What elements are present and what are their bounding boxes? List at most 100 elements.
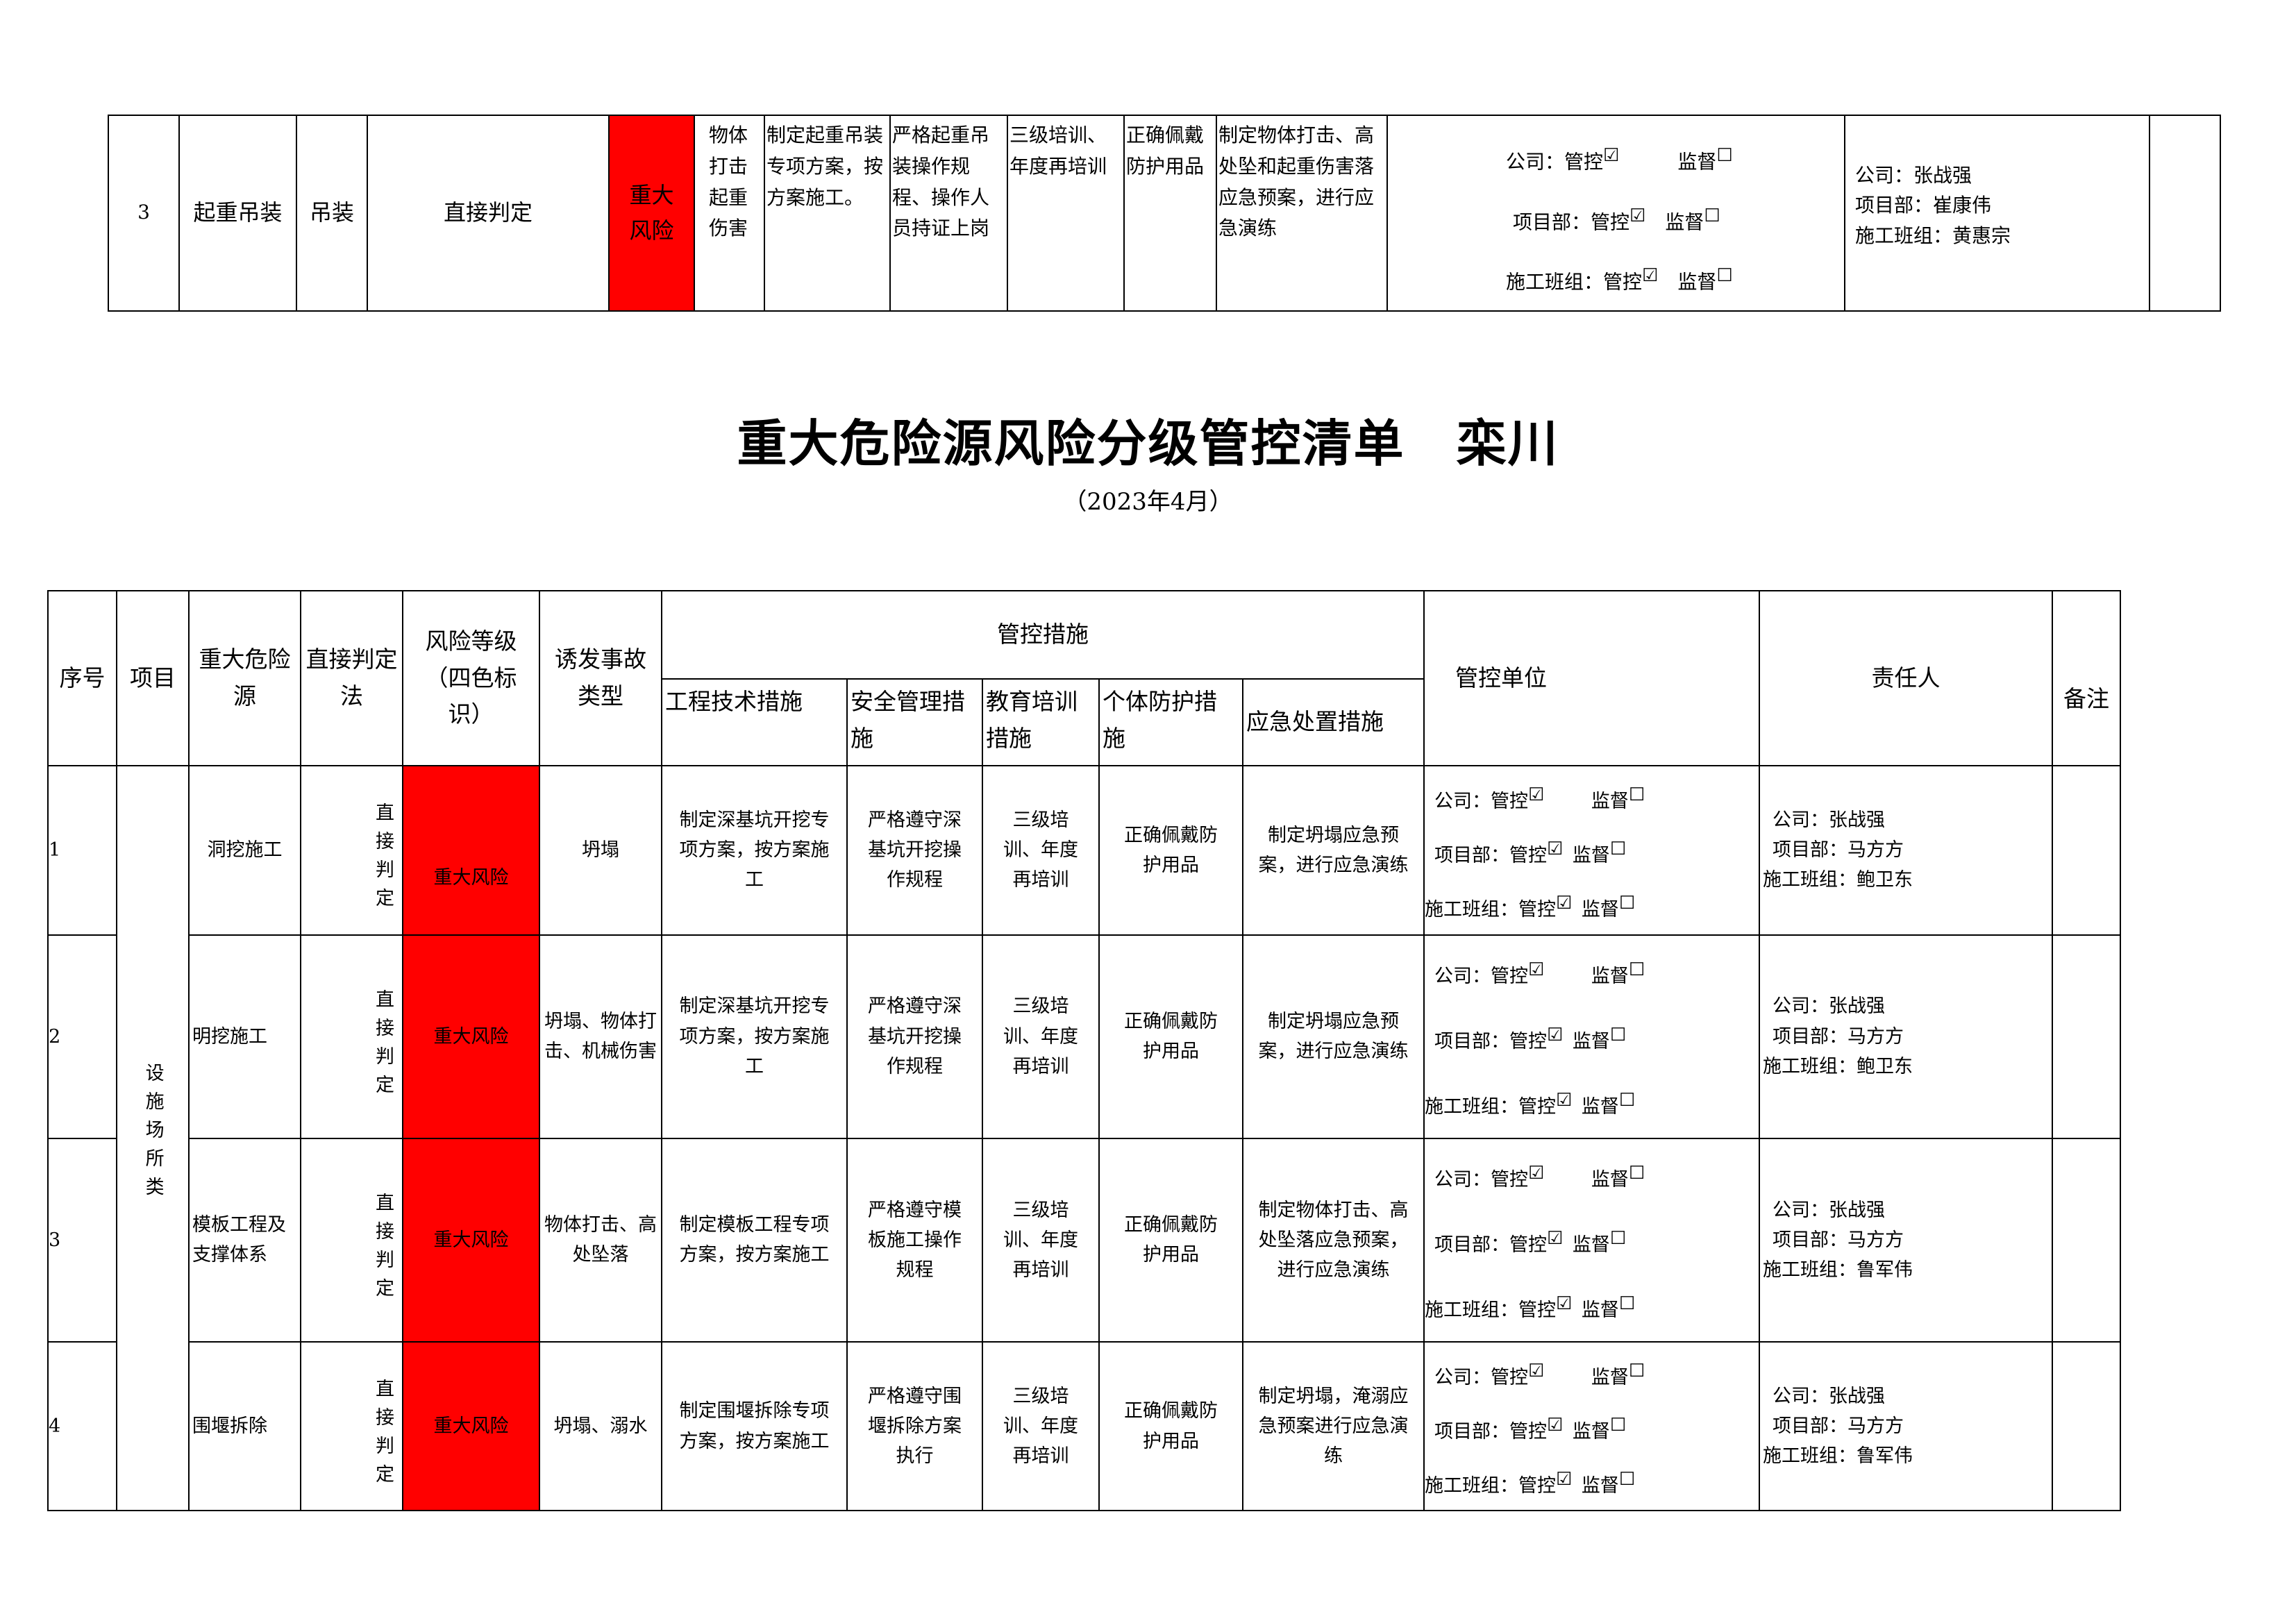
checkbox-checked-icon[interactable]: ☑	[1642, 265, 1659, 287]
responsible-line: 项目部：马方方	[1773, 1229, 1904, 1251]
checkbox-checked-icon[interactable]: ☑	[1528, 1162, 1545, 1184]
header-risk: 风险等级（四色标识）	[402, 590, 540, 766]
responsible-cell: 公司：张战强 项目部：马方方 施工班组：鲁军伟	[1759, 1340, 2054, 1512]
checkbox-empty-icon[interactable]: ☐	[1609, 1414, 1627, 1436]
checkbox-checked-icon[interactable]: ☑	[1528, 784, 1545, 805]
checkbox-empty-icon[interactable]: ☐	[1618, 1468, 1636, 1490]
hazard-source-cell: 吊装	[296, 115, 368, 312]
responsible-line: 施工班组：鲁军伟	[1763, 1259, 1913, 1281]
safety-measure-cell: 严格起重吊装操作规程、操作人员持证上岗	[889, 115, 1008, 312]
checkbox-empty-icon[interactable]: ☐	[1704, 205, 1720, 226]
responsible-line: 施工班组：鲍卫东	[1763, 869, 1913, 891]
hazard-source-cell: 洞挖施工	[188, 765, 301, 936]
checkbox-checked-icon[interactable]: ☑	[1556, 1090, 1573, 1111]
checkbox-empty-icon[interactable]: ☐	[1618, 1090, 1636, 1111]
responsible-line: 项目部：马方方	[1773, 1415, 1904, 1438]
checkbox-empty-icon[interactable]: ☐	[1628, 784, 1645, 805]
responsible-line: 公司：张战强	[1855, 164, 1972, 187]
control-unit-cell: 公司：管控☑ 监督☐ 项目部：管控☑ 监督☐ 施工班组：管控☑ 监督☐	[1386, 115, 1845, 312]
header-responsible: 责任人	[1759, 590, 2054, 766]
control-line: 施工班组：管控☑ 监督☐	[1425, 1090, 1636, 1118]
row-number: 3	[108, 115, 180, 312]
checkbox-checked-icon[interactable]: ☑	[1556, 1468, 1573, 1490]
table-row: 1 设施场所类 洞挖施工 直接判定 重大风险 坍塌 制定深基坑开挖专项方案，按方案施工 严格遵…	[47, 764, 2122, 1512]
responsible-cell: 公司：张战强 项目部：马方方 施工班组：鲍卫东	[1759, 934, 2054, 1139]
checkbox-checked-icon[interactable]: ☑	[1547, 838, 1564, 859]
checkbox-empty-icon[interactable]: ☐	[1628, 1360, 1645, 1381]
risk-control-table: 序号 项目 重大危险源 直接判定法 风险等级（四色标识） 诱发事故类型 管控措施…	[47, 590, 2122, 1512]
tech-measure-cell: 制定起重吊装专项方案，按方案施工。	[764, 115, 891, 312]
responsible-cell: 公司：张战强 项目部：崔康伟 施工班组：黄惠宗	[1844, 115, 2150, 312]
project-cell: 起重吊装	[178, 115, 297, 312]
responsible-line: 项目部：马方方	[1773, 839, 1904, 861]
checkbox-checked-icon[interactable]: ☑	[1528, 1360, 1545, 1381]
tech-measure-cell: 制定模板工程专项方案，按方案施工	[661, 1137, 848, 1343]
control-line: 项目部：管控☑ 监督☐	[1434, 1228, 1627, 1256]
control-line: 公司：管控☑ 监督☐	[1434, 959, 1645, 987]
header-method: 直接判定法	[300, 590, 403, 766]
checkbox-empty-icon[interactable]: ☐	[1609, 1024, 1627, 1045]
checkbox-empty-icon[interactable]: ☐	[1609, 1228, 1627, 1250]
checkbox-checked-icon[interactable]: ☑	[1603, 145, 1620, 166]
accident-type-cell: 坍塌、溺水	[539, 1340, 662, 1512]
header-ppe: 个体防护措施	[1098, 678, 1243, 766]
accident-type-cell: 坍塌	[539, 765, 662, 936]
checkbox-empty-icon[interactable]: ☐	[1609, 838, 1627, 859]
control-line: 施工班组：管控☑ 监督☐	[1506, 265, 1733, 294]
control-line: 项目部：管控☑ 监督☐	[1513, 205, 1720, 233]
responsible-cell: 公司：张战强 项目部：马方方 施工班组：鲁军伟	[1759, 1137, 2054, 1343]
checkbox-empty-icon[interactable]: ☐	[1618, 1293, 1636, 1315]
checkbox-checked-icon[interactable]: ☑	[1556, 1293, 1573, 1315]
responsible-line: 施工班组：黄惠宗	[1855, 224, 2011, 247]
responsible-line: 公司：张战强	[1773, 995, 1886, 1018]
header-measures: 管控措施	[660, 590, 1425, 680]
safety-measure-cell: 严格遵守深基坑开挖操作规程	[846, 934, 983, 1139]
table-row: 2 明挖施工 直接判定 重大风险 坍塌、物体打击、机械伤害 制定深基坑开挖专项方案，按方案…	[47, 934, 2122, 1139]
header-project: 项目	[116, 590, 190, 766]
control-line: 项目部：管控☑ 监督☐	[1434, 1414, 1627, 1443]
method-label: 直接判定	[372, 802, 394, 917]
remark-cell	[2052, 1340, 2122, 1512]
header-accident: 诱发事故类型	[539, 590, 662, 766]
accident-type-cell: 物体打击起重伤害	[694, 115, 765, 312]
table-row: 3 起重吊装 吊装 直接判定 重大风险 物体打击起重伤害 制定起重吊装专项方案，…	[108, 115, 2221, 312]
checkbox-empty-icon[interactable]: ☐	[1618, 892, 1636, 914]
checkbox-empty-icon[interactable]: ☐	[1716, 145, 1733, 166]
responsible-line: 施工班组：鲍卫东	[1763, 1055, 1913, 1077]
page-title: 重大危险源风险分级管控清单 栾川	[737, 414, 1559, 473]
responsible-cell: 公司：张战强 项目部：马方方 施工班组：鲍卫东	[1759, 765, 2054, 936]
method-label: 直接判定	[372, 989, 394, 1103]
responsible-line: 公司：张战强	[1773, 1385, 1886, 1407]
checkbox-checked-icon[interactable]: ☑	[1547, 1228, 1564, 1250]
risk-level-cell: 重大风险	[402, 1137, 540, 1343]
safety-measure-cell: 严格遵守深基坑开挖操作规程	[846, 765, 983, 936]
checkbox-empty-icon[interactable]: ☐	[1628, 1162, 1645, 1184]
ppe-measure-cell: 正确佩戴防护用品	[1123, 115, 1217, 312]
header-training: 教育培训措施	[982, 678, 1100, 766]
control-line: 项目部：管控☑ 监督☐	[1434, 1024, 1627, 1052]
previous-page-table-continuation: 3 起重吊装 吊装 直接判定 重大风险 物体打击起重伤害 制定起重吊装专项方案，…	[108, 115, 2221, 312]
responsible-line: 项目部：崔康伟	[1855, 194, 1992, 217]
checkbox-empty-icon[interactable]: ☐	[1628, 959, 1645, 980]
risk-level-cell: 重大风险	[402, 934, 540, 1139]
hazard-source-cell: 明挖施工	[188, 934, 301, 1139]
checkbox-checked-icon[interactable]: ☑	[1547, 1414, 1564, 1436]
checkbox-checked-icon[interactable]: ☑	[1547, 1024, 1564, 1045]
tech-measure-cell: 制定深基坑开挖专项方案，按方案施工	[661, 934, 848, 1139]
remark-cell	[2149, 115, 2221, 312]
emergency-measure-cell: 制定坍塌应急预案，进行应急演练	[1241, 934, 1425, 1139]
control-line: 项目部：管控☑ 监督☐	[1434, 838, 1627, 866]
risk-level-cell: 重大风险	[402, 1340, 540, 1512]
method-cell: 直接判定	[367, 115, 610, 312]
checkbox-checked-icon[interactable]: ☑	[1629, 205, 1646, 226]
checkbox-checked-icon[interactable]: ☑	[1556, 892, 1573, 914]
control-unit-cell: 公司：管控☑ 监督☐ 项目部：管控☑ 监督☐ 施工班组：管控☑ 监督☐	[1423, 1137, 1761, 1343]
checkbox-empty-icon[interactable]: ☐	[1716, 265, 1733, 287]
emergency-measure-cell: 制定坍塌，淹溺应急预案进行应急演练	[1241, 1340, 1425, 1512]
row-number: 2	[47, 934, 117, 1139]
accident-type-cell: 物体打击、高处坠落	[539, 1137, 662, 1343]
checkbox-checked-icon[interactable]: ☑	[1528, 959, 1545, 980]
header-no: 序号	[47, 590, 117, 766]
method-label: 直接判定	[372, 1379, 394, 1493]
remark-cell	[2052, 765, 2122, 936]
